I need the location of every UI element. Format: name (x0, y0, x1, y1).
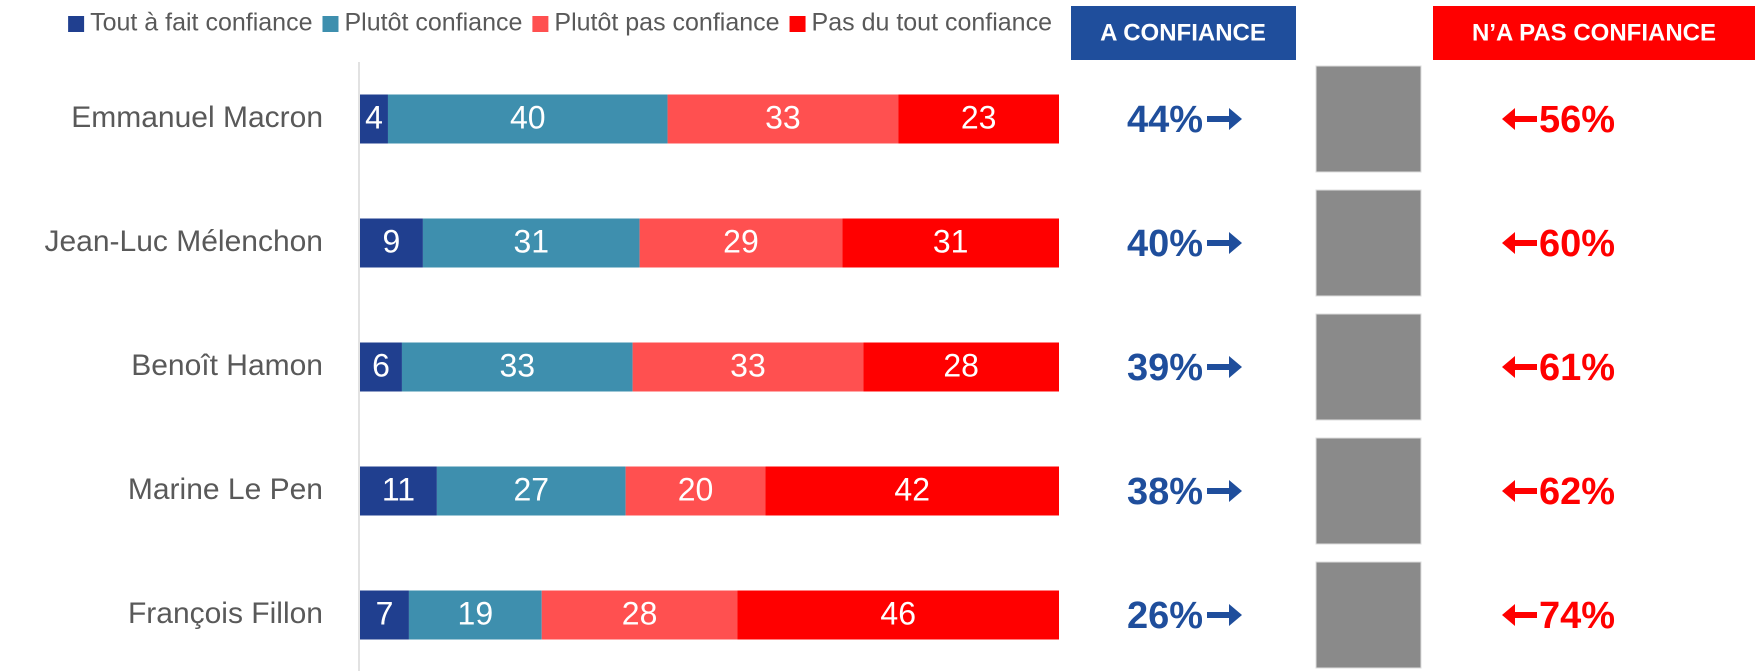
arrow-right (1207, 232, 1242, 254)
no-confidence-header-box (1433, 6, 1755, 60)
data-label: 4 (365, 99, 383, 135)
category-label: François Fillon (128, 597, 323, 630)
bar-segment (387, 94, 668, 144)
no-confidence-header: N’A PAS CONFIANCE (1472, 19, 1716, 46)
photo (1315, 189, 1422, 297)
data-label: 7 (376, 595, 394, 631)
bar-segment (360, 590, 409, 640)
confidence-header: A CONFIANCE (1100, 19, 1266, 46)
bar-segment (842, 218, 1059, 268)
bar-segment (401, 342, 633, 392)
data-label: 20 (678, 471, 714, 507)
data-label: 23 (961, 99, 997, 135)
category-label: Emmanuel Macron (71, 101, 323, 134)
bar-segment (737, 590, 1059, 640)
legend-swatch (68, 16, 85, 32)
arrow-left (1502, 356, 1537, 378)
bar-segment (422, 218, 640, 268)
bar-segment (639, 218, 843, 268)
data-label: 19 (458, 595, 494, 631)
confidence-total: 26% (1127, 595, 1203, 637)
data-label: 33 (730, 347, 766, 383)
category-label: Marine Le Pen (128, 473, 323, 506)
legend-label: Plutôt pas confiance (554, 9, 779, 37)
category-label: Jean-Luc Mélenchon (44, 225, 323, 258)
legend-swatch (789, 16, 806, 32)
photo (1315, 561, 1422, 669)
bar-segment (863, 342, 1059, 392)
legend-label: Pas du tout confiance (812, 9, 1052, 37)
arrow-left (1502, 480, 1537, 502)
legend-swatch (532, 16, 549, 32)
bar-segment (408, 590, 542, 640)
data-label: 46 (880, 595, 916, 631)
bar-segment (436, 466, 626, 516)
photo (1315, 437, 1422, 545)
no-confidence-total: 56% (1539, 99, 1615, 141)
data-label: 42 (894, 471, 930, 507)
data-label: 33 (499, 347, 535, 383)
data-label: 9 (383, 223, 401, 259)
data-label: 40 (510, 99, 546, 135)
confidence-total: 39% (1127, 347, 1203, 389)
legend-label: Plutôt confiance (344, 9, 522, 37)
confidence-total: 44% (1127, 99, 1203, 141)
no-confidence-total: 74% (1539, 595, 1615, 637)
legend-swatch (322, 16, 339, 32)
category-label: Benoît Hamon (131, 349, 323, 382)
bar-segment (625, 466, 766, 516)
arrow-right (1207, 356, 1242, 378)
arrow-left (1502, 604, 1537, 626)
arrow-left (1502, 108, 1537, 130)
photo (1315, 65, 1422, 173)
bar-segment (765, 466, 1059, 516)
no-confidence-total: 61% (1539, 347, 1615, 389)
confidence-header-box (1071, 6, 1296, 60)
bar-segment (360, 342, 402, 392)
data-label: 33 (765, 99, 801, 135)
data-label: 11 (382, 471, 415, 507)
no-confidence-total: 62% (1539, 471, 1615, 513)
bar-segment (632, 342, 864, 392)
bar-segment (541, 590, 738, 640)
legend-label: Tout à fait confiance (90, 9, 312, 37)
bar-segment (898, 94, 1059, 144)
arrow-right (1207, 108, 1242, 130)
confidence-total: 40% (1127, 223, 1203, 265)
confidence-total: 38% (1127, 471, 1203, 513)
photo (1315, 313, 1422, 421)
data-label: 28 (622, 595, 658, 631)
data-label: 28 (943, 347, 979, 383)
arrow-right (1207, 480, 1242, 502)
arrow-left (1502, 232, 1537, 254)
data-label: 31 (933, 223, 969, 259)
arrow-right (1207, 604, 1242, 626)
data-label: 29 (723, 223, 759, 259)
bar-segment (360, 94, 388, 144)
no-confidence-total: 60% (1539, 223, 1615, 265)
data-label: 31 (513, 223, 549, 259)
bar-segment (360, 466, 437, 516)
data-label: 6 (372, 347, 390, 383)
data-label: 27 (513, 471, 549, 507)
bar-segment (360, 218, 423, 268)
bar-segment (667, 94, 899, 144)
